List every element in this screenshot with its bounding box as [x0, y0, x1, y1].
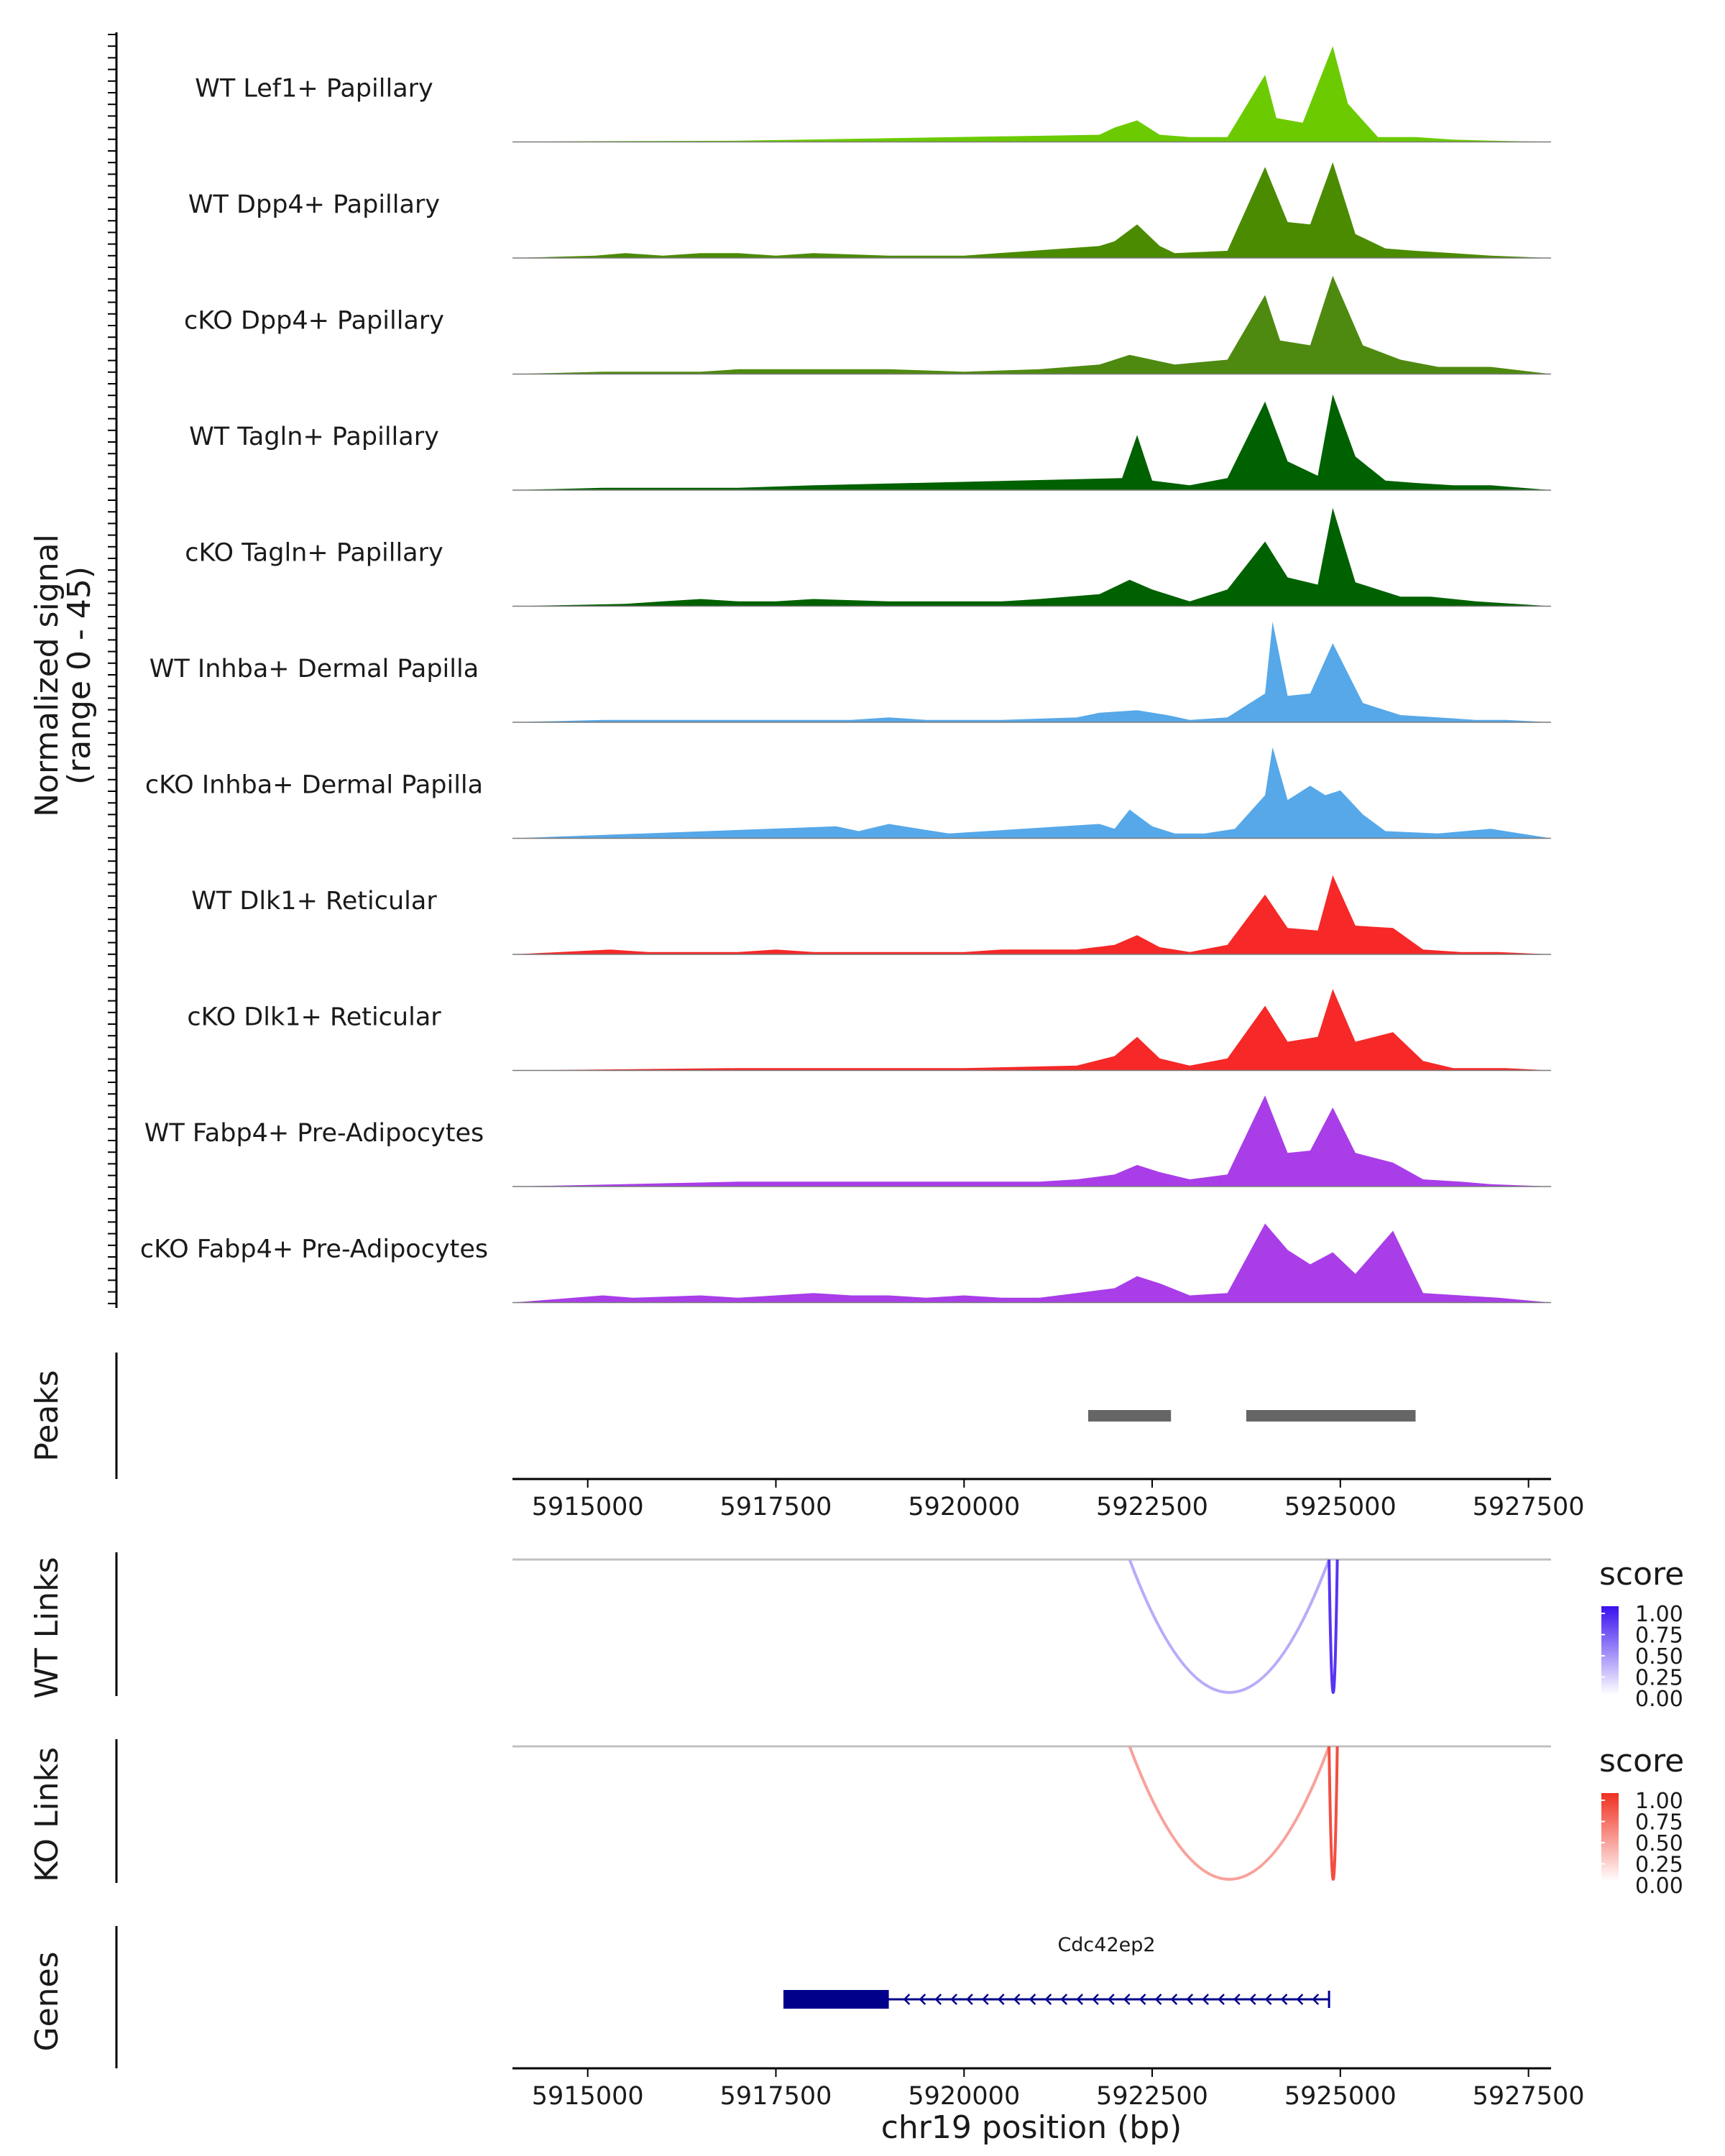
gene-strand-arrow: [997, 1994, 1005, 2005]
gene-strand-arrow: [1186, 1994, 1194, 2005]
x-axis-tick-label: 5915000: [532, 2082, 644, 2111]
ko-links-legend-colorbar: [1601, 1793, 1619, 1881]
wt-link-arc: [1328, 1559, 1339, 1694]
gene-strand-arrow: [982, 1994, 989, 2005]
gene-strand-arrow: [1092, 1994, 1099, 2005]
coverage-area-cko-fabp4-pre-adipocytes: [512, 1223, 1551, 1303]
gene-strand-arrow: [1280, 1994, 1288, 2005]
gene-strand-arrow: [1013, 1994, 1021, 2005]
wt-legend-tick-label: 0.50: [1635, 1644, 1683, 1669]
x-axis-tick-label: 5922500: [1096, 2082, 1208, 2111]
gene-strand-arrow: [1202, 1994, 1209, 2005]
gene-strand-arrow: [1296, 1994, 1304, 2005]
coverage-tracks: WT Lef1+ Papillary WT Dpp4+ Papillary cKO …: [108, 32, 1551, 1308]
ko-legend-tick-label: 0.50: [1635, 1831, 1683, 1856]
genes-track-label: Genes: [29, 1951, 65, 2051]
coverage-area-cko-inhba-dermal-papilla: [512, 747, 1551, 839]
x-axis-tick-label: 5920000: [908, 1493, 1020, 1521]
track-label-wt-dlk1-reticular: WT Dlk1+ Reticular: [191, 887, 437, 916]
coverage-area-cko-dlk1-reticular: [512, 989, 1551, 1071]
gene-strand-arrow: [1076, 1994, 1083, 2005]
x-axis-tick-label: 5925000: [1284, 2082, 1397, 2111]
lower-x-axis: 5915000 5917500 5920000 5922500 5925000 59275…: [512, 2067, 1585, 2111]
wt-links-legend-colorbar: [1601, 1606, 1619, 1695]
ko-legend-tick-label: 1.00: [1635, 1789, 1683, 1814]
gene-strand-arrow: [1312, 1994, 1320, 2005]
gene-name-label: Cdc42ep2: [1057, 1934, 1155, 1956]
upper-x-axis: 5915000 5917500 5920000 5922500 5925000 59275…: [512, 1478, 1585, 1521]
wt-links-legend-title: score: [1599, 1556, 1684, 1593]
track-label-wt-dpp4-papillary: WT Dpp4+ Papillary: [188, 190, 440, 219]
gene-strand-arrow: [1108, 1994, 1115, 2005]
x-axis-tick-label: 5915000: [532, 1493, 644, 1521]
x-axis-tick-label: 5917500: [720, 2082, 832, 2111]
wt-legend-tick-label: 0.75: [1635, 1623, 1683, 1649]
wt-legend-tick-label: 1.00: [1635, 1602, 1683, 1627]
x-axis-title: chr19 position (bp): [881, 2109, 1182, 2146]
peaks-track-label: Peaks: [29, 1370, 65, 1461]
track-label-cko-tagln-papillary: cKO Tagln+ Papillary: [185, 539, 443, 568]
gene-strand-arrow: [934, 1994, 942, 2005]
gene-strand-arrow: [966, 1994, 973, 2005]
genes-track: Cdc42ep2: [115, 1926, 1330, 2068]
links-tracks: 1.000.750.500.250.001.000.750.500.250.00: [115, 1552, 1683, 1899]
gene-exon-block: [783, 1990, 889, 2009]
gene-strand-arrow: [903, 1994, 911, 2005]
track-label-cko-fabp4-pre-adipocytes: cKO Fabp4+ Pre-Adipocytes: [140, 1235, 488, 1264]
gene-strand-arrow: [950, 1994, 957, 2005]
coverage-y-axis-range-label: (range 0 - 45): [61, 566, 98, 785]
ko-link-arc: [1328, 1746, 1339, 1881]
gene-strand-arrow: [1248, 1994, 1256, 2005]
track-label-wt-inhba-dermal-papilla: WT Inhba+ Dermal Papilla: [150, 655, 479, 683]
x-axis-tick-label: 5917500: [720, 1493, 832, 1521]
gene-strand-arrow: [1170, 1994, 1178, 2005]
x-axis-tick-label: 5925000: [1284, 1493, 1397, 1521]
coverage-area-wt-dlk1-reticular: [512, 875, 1551, 954]
wt-legend-tick-label: 0.00: [1635, 1687, 1683, 1712]
gene-strand-arrow: [1029, 1994, 1036, 2005]
wt-links-track-label: WT Links: [29, 1557, 65, 1698]
coverage-area-wt-lef1-papillary: [512, 46, 1551, 142]
gene-strand-arrow: [919, 1994, 926, 2005]
peak-interval: [1246, 1410, 1416, 1422]
ko-link-arc: [1128, 1746, 1330, 1881]
track-label-wt-lef1-papillary: WT Lef1+ Papillary: [195, 75, 433, 103]
x-axis-tick-label: 5922500: [1096, 1493, 1208, 1521]
gene-strand-arrow: [1233, 1994, 1241, 2005]
gene-strand-arrow: [1138, 1994, 1146, 2005]
track-label-wt-fabp4-pre-adipocytes: WT Fabp4+ Pre-Adipocytes: [144, 1119, 484, 1148]
coverage-area-wt-fabp4-pre-adipocytes: [512, 1095, 1551, 1187]
x-axis-tick-label: 5927500: [1473, 2082, 1585, 2111]
track-label-cko-inhba-dermal-papilla: cKO Inhba+ Dermal Papilla: [145, 771, 483, 800]
ko-legend-tick-label: 0.75: [1635, 1810, 1683, 1835]
ko-links-track-label: KO Links: [29, 1747, 65, 1882]
coverage-area-cko-tagln-papillary: [512, 507, 1551, 607]
ko-legend-tick-label: 0.25: [1635, 1853, 1683, 1878]
track-label-wt-tagln-papillary: WT Tagln+ Papillary: [189, 423, 439, 451]
wt-legend-tick-label: 0.25: [1635, 1666, 1683, 1691]
coverage-area-cko-dpp4-papillary: [512, 275, 1551, 374]
gene-strand-arrow: [1060, 1994, 1068, 2005]
coverage-area-wt-inhba-dermal-papilla: [512, 622, 1551, 722]
gene-strand-arrow: [1218, 1994, 1225, 2005]
ko-legend-tick-label: 0.00: [1635, 1874, 1683, 1899]
gene-strand-arrow: [1264, 1994, 1272, 2005]
peak-interval: [1088, 1410, 1172, 1422]
x-axis-tick-label: 5927500: [1473, 1493, 1585, 1521]
track-label-cko-dlk1-reticular: cKO Dlk1+ Reticular: [187, 1003, 441, 1032]
gene-strand-arrow: [1154, 1994, 1162, 2005]
coverage-area-wt-dpp4-papillary: [512, 162, 1551, 258]
ko-links-legend-title: score: [1599, 1743, 1684, 1779]
gene-strand-arrow: [1044, 1994, 1052, 2005]
peaks-track: [115, 1353, 1416, 1479]
wt-link-arc: [1128, 1559, 1330, 1694]
coverage-y-axis-label: Normalized signal: [29, 534, 65, 817]
track-label-cko-dpp4-papillary: cKO Dpp4+ Papillary: [184, 307, 444, 336]
x-axis-tick-label: 5920000: [908, 2082, 1020, 2111]
gene-strand-arrow: [1123, 1994, 1131, 2005]
coverage-area-wt-tagln-papillary: [512, 394, 1551, 490]
